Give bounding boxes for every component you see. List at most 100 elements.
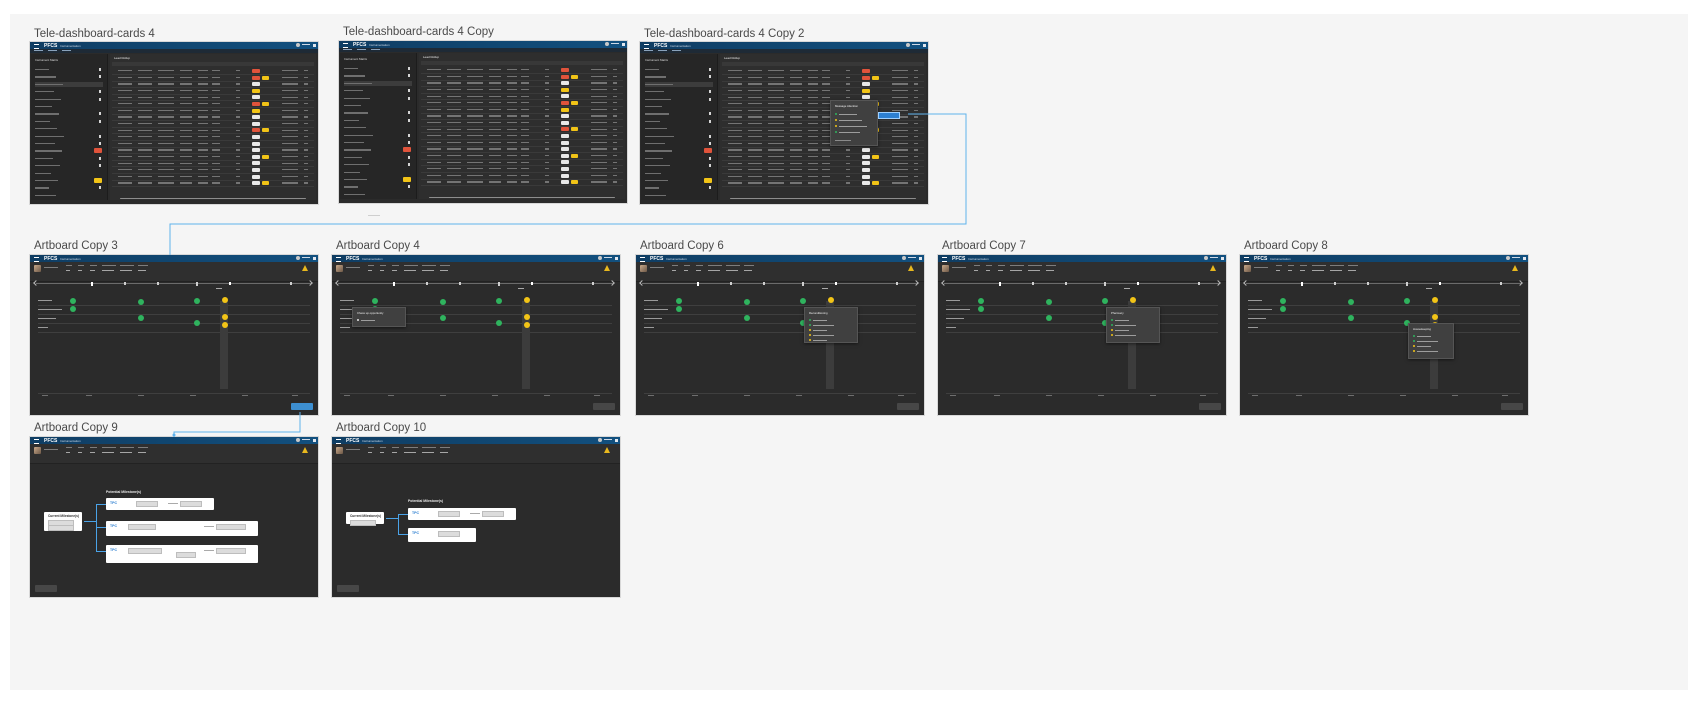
artboard-copy-4[interactable]: PFCS Instrumentation Chess up opportunity — [332, 255, 620, 415]
status-chip[interactable] — [262, 154, 269, 159]
sidebar-item[interactable] — [344, 147, 412, 153]
green-status-dot[interactable] — [138, 315, 144, 321]
close-icon[interactable] — [313, 438, 316, 442]
popup-item[interactable] — [839, 113, 857, 115]
yellow-status-dot[interactable] — [222, 314, 228, 320]
timeline-marker[interactable] — [763, 282, 766, 285]
green-status-dot[interactable] — [496, 320, 502, 326]
sidebar-item[interactable] — [35, 81, 103, 87]
green-status-dot[interactable] — [194, 298, 200, 304]
popup-item[interactable] — [813, 324, 834, 326]
user-avatar[interactable] — [1506, 256, 1510, 260]
status-chip[interactable] — [561, 140, 569, 145]
status-chip[interactable] — [561, 101, 569, 105]
yellow-status-dot[interactable] — [828, 297, 834, 303]
sub-nav-item[interactable] — [34, 50, 43, 52]
sidebar-item[interactable] — [645, 74, 713, 79]
footer-action-button[interactable] — [291, 403, 313, 410]
table-row[interactable] — [722, 75, 924, 82]
horizontal-scrollbar[interactable] — [730, 197, 916, 199]
sidebar-item[interactable] — [35, 119, 103, 124]
timeline-marker[interactable] — [426, 282, 429, 285]
status-chip[interactable] — [252, 168, 260, 172]
sidebar-item[interactable] — [645, 126, 713, 131]
sidebar-item[interactable] — [344, 140, 412, 145]
artboard-label[interactable]: Artboard Copy 4 — [336, 240, 420, 252]
status-chip[interactable] — [862, 168, 870, 172]
status-chip[interactable] — [561, 107, 569, 112]
timeline-track[interactable] — [944, 281, 1220, 286]
table-row[interactable] — [112, 94, 314, 102]
sidebar-item[interactable] — [645, 163, 713, 168]
sidebar-item[interactable] — [344, 96, 412, 101]
status-chip[interactable] — [262, 128, 269, 133]
table-row[interactable] — [421, 80, 623, 88]
milestone-chip[interactable] — [350, 520, 376, 526]
green-status-dot[interactable] — [800, 320, 806, 326]
artboard-tele-dashboard-cards-4[interactable]: PFCS Instrumentation Instrument Matrix Lead… — [30, 42, 318, 204]
user-avatar[interactable] — [296, 43, 300, 47]
status-chip[interactable] — [561, 120, 569, 125]
status-chip[interactable] — [252, 148, 260, 153]
artboard-label[interactable]: Tele-dashboard-cards 4 Copy — [343, 26, 494, 38]
user-avatar[interactable] — [598, 438, 602, 442]
potential-milestone-box[interactable]: TPC — [408, 508, 516, 520]
status-chip[interactable] — [862, 161, 870, 166]
status-chip[interactable] — [571, 180, 578, 185]
yellow-status-dot[interactable] — [524, 322, 530, 328]
sidebar-item[interactable] — [35, 156, 103, 161]
timeline-marker[interactable] — [591, 282, 594, 285]
milestone-chip[interactable] — [216, 524, 246, 530]
sidebar-item[interactable] — [35, 104, 103, 109]
user-avatar[interactable] — [906, 43, 910, 47]
user-avatar[interactable] — [598, 256, 602, 260]
popup-item[interactable] — [1417, 340, 1438, 342]
artboard-label[interactable]: Tele-dashboard-cards 4 — [34, 28, 155, 40]
sidebar-item[interactable] — [344, 184, 412, 189]
popup-item[interactable] — [1115, 324, 1136, 326]
warning-icon[interactable] — [1512, 265, 1518, 271]
status-chip[interactable] — [252, 161, 260, 166]
sidebar-item[interactable] — [344, 88, 412, 93]
nav-tab[interactable]: Instrumentation — [362, 438, 383, 443]
popup-item[interactable] — [839, 131, 860, 133]
yellow-status-dot[interactable] — [222, 322, 228, 328]
popup-item[interactable] — [813, 339, 827, 341]
close-icon[interactable] — [622, 42, 625, 46]
status-chip[interactable] — [262, 75, 269, 80]
status-chip[interactable] — [252, 95, 260, 100]
table-row[interactable] — [421, 107, 623, 114]
status-chip[interactable] — [252, 69, 260, 73]
artboard-label[interactable]: Artboard Copy 9 — [34, 422, 118, 434]
sidebar-item[interactable] — [35, 97, 103, 102]
menu-icon[interactable] — [34, 257, 39, 262]
table-row[interactable] — [722, 81, 924, 89]
nav-tab[interactable]: Instrumentation — [369, 42, 390, 47]
green-status-dot[interactable] — [1102, 298, 1108, 304]
footer-action-button[interactable] — [1501, 403, 1523, 410]
potential-milestone-box[interactable]: TPC — [408, 528, 476, 542]
status-chip[interactable] — [872, 75, 879, 80]
status-chip[interactable] — [252, 154, 260, 159]
sidebar-item[interactable] — [344, 192, 412, 197]
timeline-track[interactable] — [338, 281, 614, 286]
table-row[interactable] — [421, 67, 623, 74]
artboard-label[interactable]: Artboard Copy 3 — [34, 240, 118, 252]
sidebar-item[interactable] — [645, 111, 713, 116]
milestone-chip[interactable] — [128, 548, 162, 554]
milestone-chip[interactable] — [180, 501, 202, 507]
milestone-chip[interactable] — [48, 525, 74, 531]
status-chip[interactable] — [561, 74, 569, 79]
status-chip[interactable] — [862, 181, 870, 186]
status-chip[interactable] — [252, 88, 260, 93]
timeline-track[interactable] — [642, 281, 918, 286]
sidebar-item[interactable] — [35, 163, 103, 168]
nav-tab[interactable]: Instrumentation — [60, 256, 81, 261]
milestone-chip[interactable] — [136, 501, 158, 507]
table-row[interactable] — [421, 87, 623, 94]
green-status-dot[interactable] — [70, 306, 76, 312]
menu-icon[interactable] — [34, 439, 39, 444]
status-chip[interactable] — [571, 101, 578, 105]
timeline-marker[interactable] — [1301, 281, 1304, 286]
close-icon[interactable] — [923, 43, 926, 47]
